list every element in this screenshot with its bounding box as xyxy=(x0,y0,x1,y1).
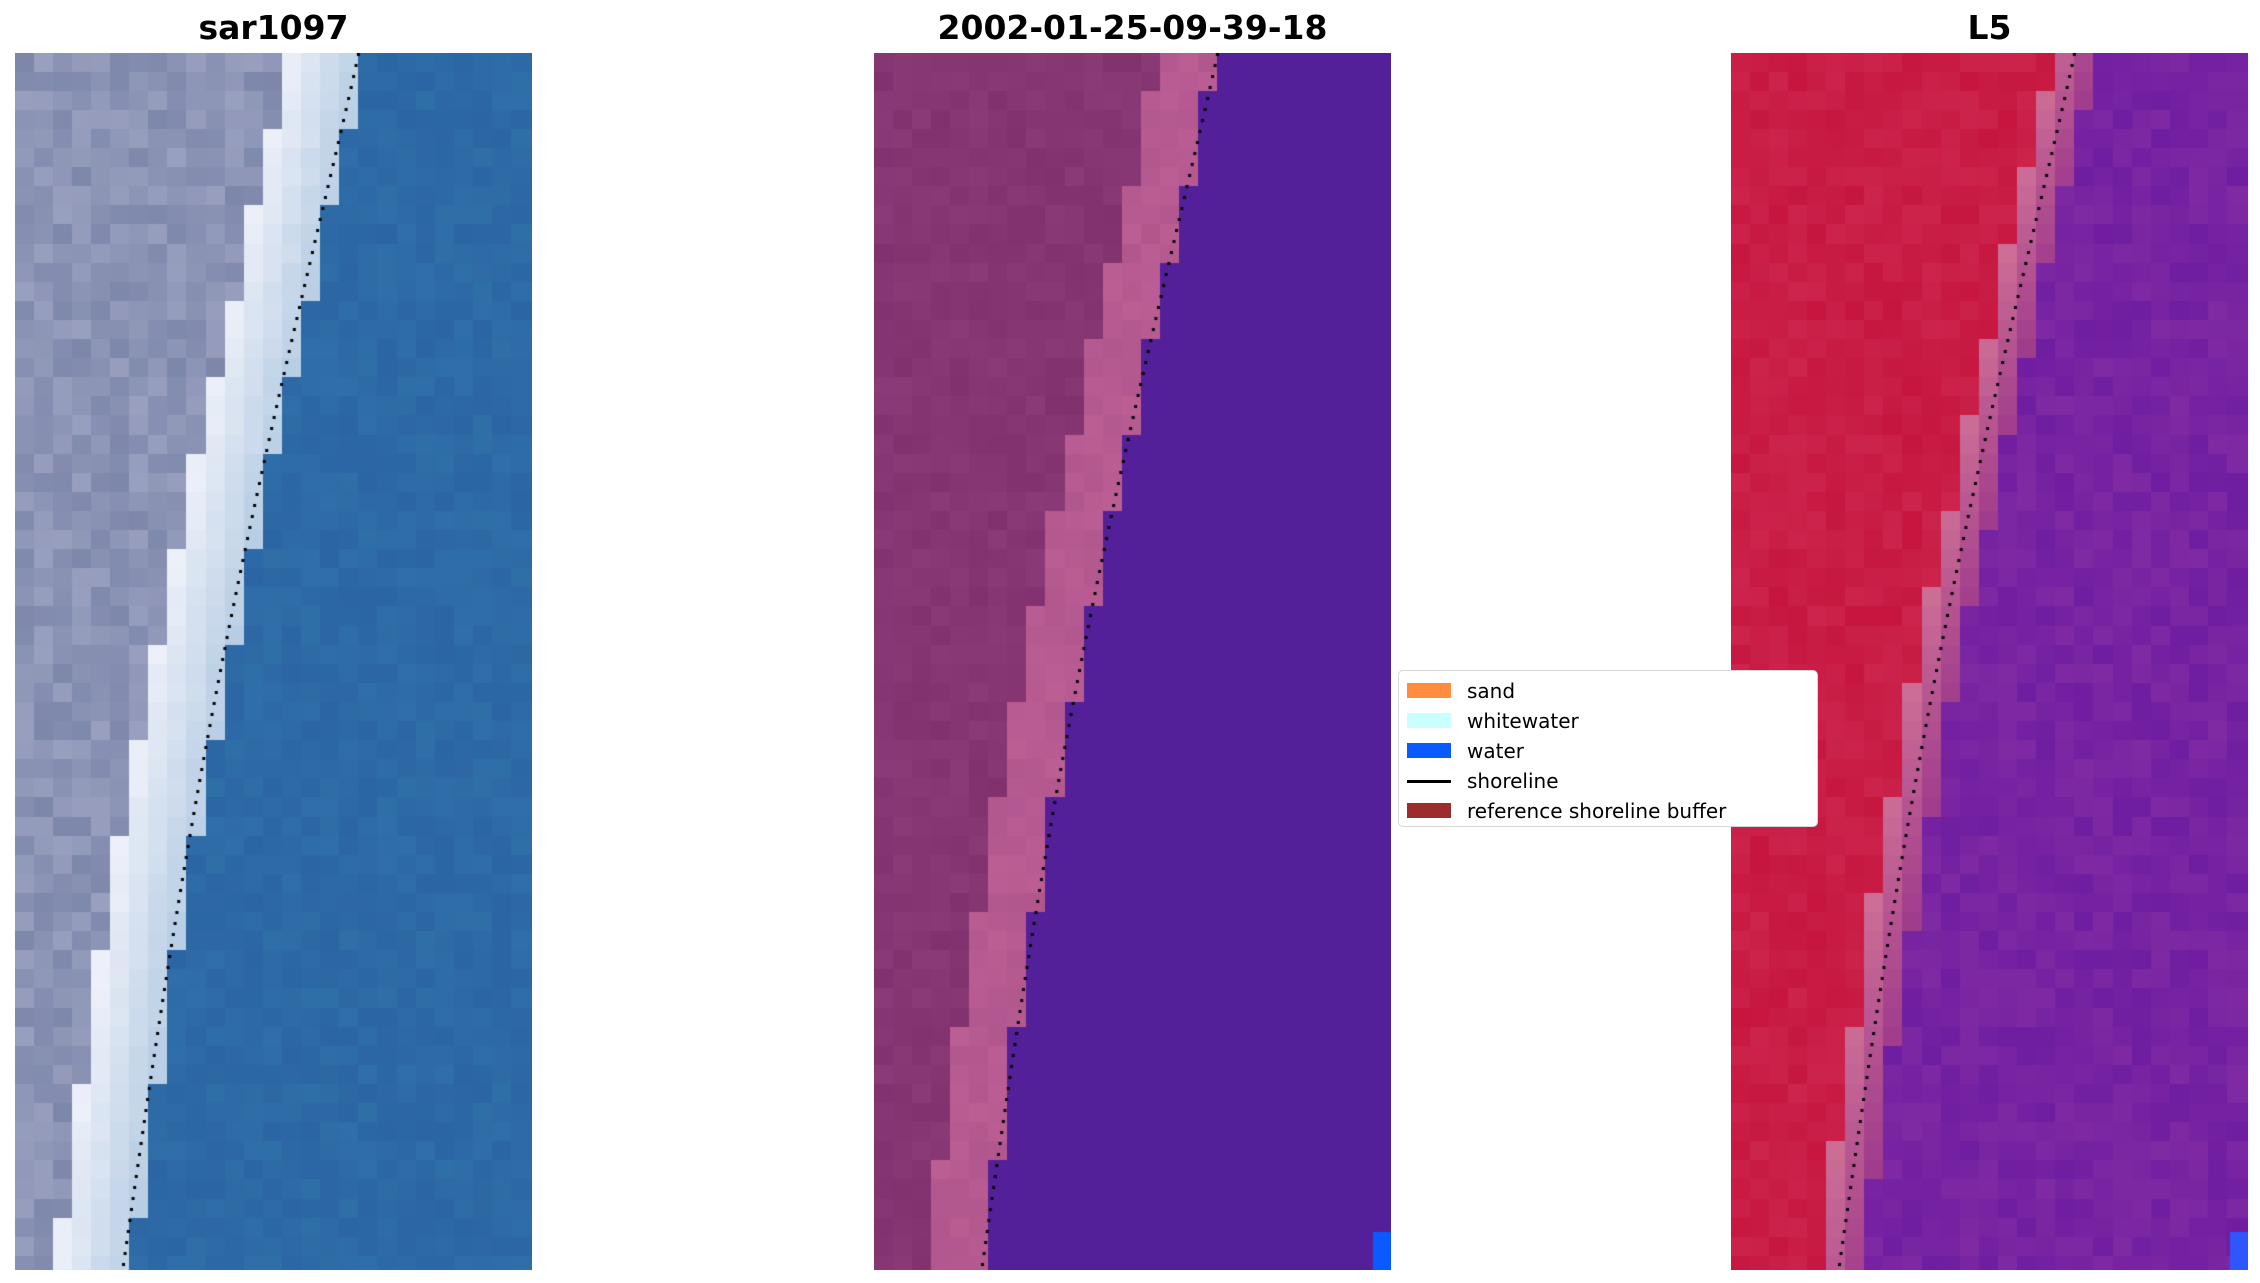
legend-label-shoreline: shoreline xyxy=(1467,769,1559,793)
panel-title-l5: L5 xyxy=(1967,8,2012,47)
sand-swatch xyxy=(1407,683,1451,698)
legend-item-water: water xyxy=(1407,736,1807,766)
legend-label-whitewater: whitewater xyxy=(1467,709,1579,733)
legend: sand whitewater water shoreline referenc… xyxy=(1398,670,1818,827)
legend-label-sand: sand xyxy=(1467,679,1516,703)
shoreline-line-swatch xyxy=(1407,780,1451,783)
legend-item-sand: sand xyxy=(1407,676,1807,706)
legend-label-reference-buffer: reference shoreline buffer xyxy=(1467,799,1727,823)
whitewater-swatch xyxy=(1407,713,1451,728)
rgb-image-panel xyxy=(15,53,532,1270)
classified-image-panel xyxy=(874,53,1391,1270)
reference-buffer-swatch xyxy=(1407,803,1451,818)
water-swatch xyxy=(1407,743,1451,758)
panel-title-date: 2002-01-25-09-39-18 xyxy=(937,8,1328,47)
ndwi-image-panel xyxy=(1731,53,2248,1270)
panel-title-sar: sar1097 xyxy=(198,8,349,47)
legend-label-water: water xyxy=(1467,739,1524,763)
legend-item-shoreline: shoreline xyxy=(1407,766,1807,796)
legend-item-reference-buffer: reference shoreline buffer xyxy=(1407,796,1807,826)
legend-item-whitewater: whitewater xyxy=(1407,706,1807,736)
